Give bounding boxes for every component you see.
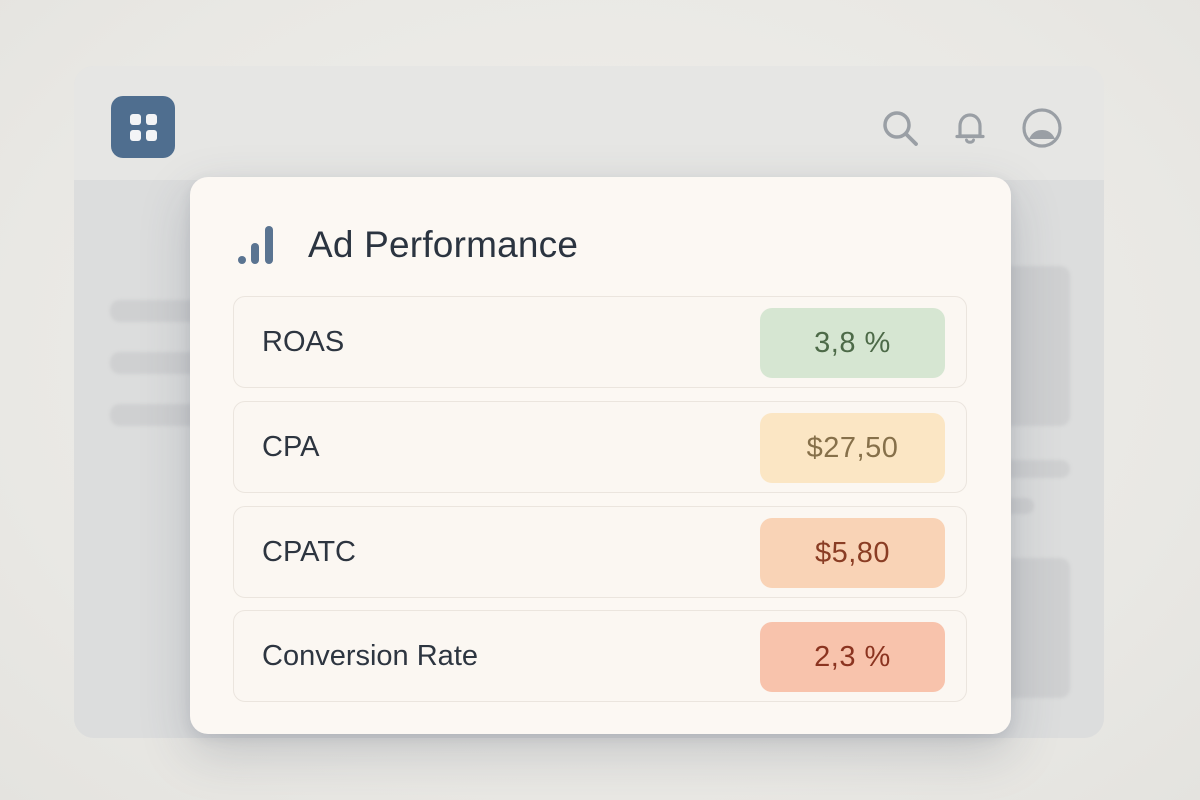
metric-row-cpatc: CPATC $5,80 bbox=[233, 506, 967, 598]
metric-label: Conversion Rate bbox=[262, 639, 478, 672]
apps-grid-icon bbox=[129, 113, 157, 141]
search-button[interactable] bbox=[878, 106, 922, 150]
metric-value-badge: 2,3 % bbox=[760, 622, 945, 692]
profile-icon bbox=[1022, 108, 1062, 148]
metric-value-badge: 3,8 % bbox=[760, 308, 945, 378]
metric-value-badge: $5,80 bbox=[760, 518, 945, 588]
card-header: Ad Performance bbox=[236, 219, 578, 271]
ad-performance-card: Ad Performance ROAS 3,8 % CPA $27,50 CPA… bbox=[190, 177, 1011, 734]
app-header bbox=[74, 66, 1104, 180]
metric-label: ROAS bbox=[262, 325, 345, 358]
search-icon bbox=[883, 111, 918, 146]
metric-row-conversion-rate: Conversion Rate 2,3 % bbox=[233, 610, 967, 702]
profile-button[interactable] bbox=[1020, 106, 1064, 150]
metric-label: CPATC bbox=[262, 535, 356, 568]
bell-icon bbox=[955, 113, 985, 144]
bar-chart-icon bbox=[238, 226, 273, 264]
notifications-button[interactable] bbox=[948, 106, 992, 150]
metric-row-roas: ROAS 3,8 % bbox=[233, 296, 967, 388]
metric-value-badge: $27,50 bbox=[760, 413, 945, 483]
apps-grid-button[interactable] bbox=[111, 96, 175, 158]
metric-label: CPA bbox=[262, 430, 320, 463]
metric-row-cpa: CPA $27,50 bbox=[233, 401, 967, 493]
card-title: Ad Performance bbox=[308, 224, 579, 265]
